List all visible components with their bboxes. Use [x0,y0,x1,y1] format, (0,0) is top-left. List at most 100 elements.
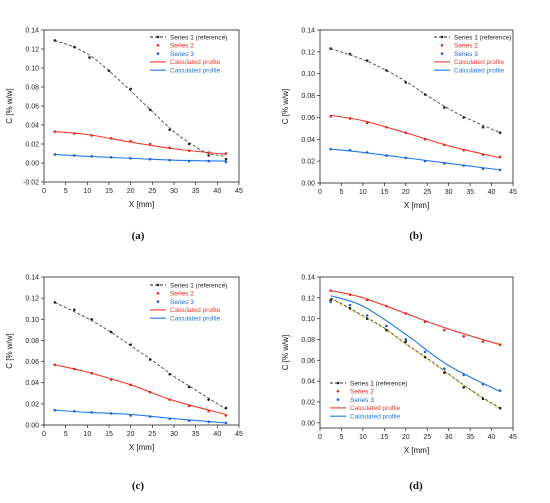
series-1-point [329,47,333,50]
x-tick-label: 40 [213,188,221,195]
x-tick-label: 0 [42,431,46,438]
series-2-point [53,130,57,133]
series-1-point [207,154,210,157]
series-2-point [129,139,132,143]
series-2-point [385,125,388,129]
y-tick-label: 0.12 [25,47,39,54]
series-2-point [443,328,446,332]
series-1-point [53,301,57,304]
series-1-point [224,406,228,410]
legend-swatch-marker [156,283,160,287]
y-tick-label: 0.12 [301,49,315,56]
plot-frame [43,276,240,426]
series-1-point [148,358,152,361]
y-tick-label: 0.04 [301,379,315,386]
x-tick-label: 20 [127,431,135,438]
x-tick-label: 5 [64,431,68,438]
series-1-point [348,306,352,310]
y-tick-label: 0.02 [301,399,315,406]
series-3-point [462,373,465,377]
series-3-point [481,167,485,171]
series-2-point [462,148,465,152]
series-2-point [73,132,76,135]
series-1-point [148,108,152,112]
panel-label: (d) [409,480,423,492]
series-1-point [109,330,113,334]
x-tick-label: 10 [83,188,91,195]
x-tick-label: 25 [423,434,431,441]
series-3-point [53,153,57,156]
x-tick-label: 45 [235,188,243,195]
legend-swatch-marker [336,381,340,385]
calculated-profile-2 [54,409,227,424]
series-1-point [404,81,408,84]
chart-panel-1: 0 5 10 15 20 25 30 35 40 45 -0.02 0.00 0.02 0.04 0.06 0… [5,28,243,243]
y-tick-label: 0.08 [301,93,315,100]
reference-curve [54,301,227,410]
series-2-point [168,146,171,150]
x-tick-label: 40 [488,434,496,441]
series-1-point [224,157,228,161]
x-tick-label: 5 [339,434,343,441]
y-tick-label: 0.06 [301,115,315,122]
legend-label: Series 2 [170,291,194,298]
series-2-point [53,363,57,367]
y-tick-label: 0.12 [301,295,315,302]
x-tick-label: 15 [105,431,113,438]
legend-swatch-marker [440,35,444,39]
y-tick-label: 0.08 [25,338,39,345]
y-axis-label: C [% w/w] [5,88,14,124]
series-3-point [148,157,152,161]
legend-label: Series 1 (reference) [350,380,407,387]
series-1-point [187,385,191,389]
series-2-point [385,304,388,308]
x-tick-label: 40 [488,189,496,196]
y-tick-label: 0.10 [301,71,315,78]
y-tick-label: 0.06 [25,104,39,111]
series-2-point [329,289,333,292]
y-tick-label: 0.04 [25,123,39,130]
panel-label: (b) [409,230,423,242]
series-2-point [481,340,485,343]
legend-swatch-marker [440,44,444,47]
x-tick-label: 30 [445,189,453,196]
x-tick-label: 35 [466,189,474,196]
legend-label: Calculated profile [350,414,401,421]
series-2-point [329,115,333,118]
legend-label: Series 3 [170,51,194,58]
series-3-point [329,300,333,304]
series-3-point [129,156,132,160]
series-2-point [90,134,93,137]
x-tick-label: 20 [402,189,410,196]
series-1-point [73,308,76,312]
calculated-profile-1 [330,290,501,346]
legend-swatch-marker [156,44,160,47]
reference-curve-alt [331,298,502,411]
series-2-point [109,137,113,140]
series-1-point [404,340,408,343]
series-3-point [348,148,352,152]
series-1-point [498,131,502,135]
chart-panel-3: 0 5 10 15 20 25 30 35 40 45 0.00 0.02 0.04 0.06 0.08 0.… [5,275,243,493]
series-3-point [53,408,57,412]
series-1-point [423,93,427,96]
series-3-point [90,155,93,158]
series-1-point [443,106,446,109]
x-tick-label: 5 [339,189,343,196]
series-3-point [443,367,446,370]
series-3-point [329,147,333,151]
x-tick-label: 35 [192,188,200,195]
x-tick-label: 45 [509,434,517,441]
series-3-point [207,420,210,424]
y-tick-label: 0.14 [301,28,315,35]
y-tick-label: 0.10 [301,316,315,323]
series-3-point [168,417,171,420]
series-1-point [129,343,132,346]
calculated-profile-1 [54,131,227,155]
series-2-point [207,409,210,413]
y-tick-label: 0.06 [301,358,315,365]
